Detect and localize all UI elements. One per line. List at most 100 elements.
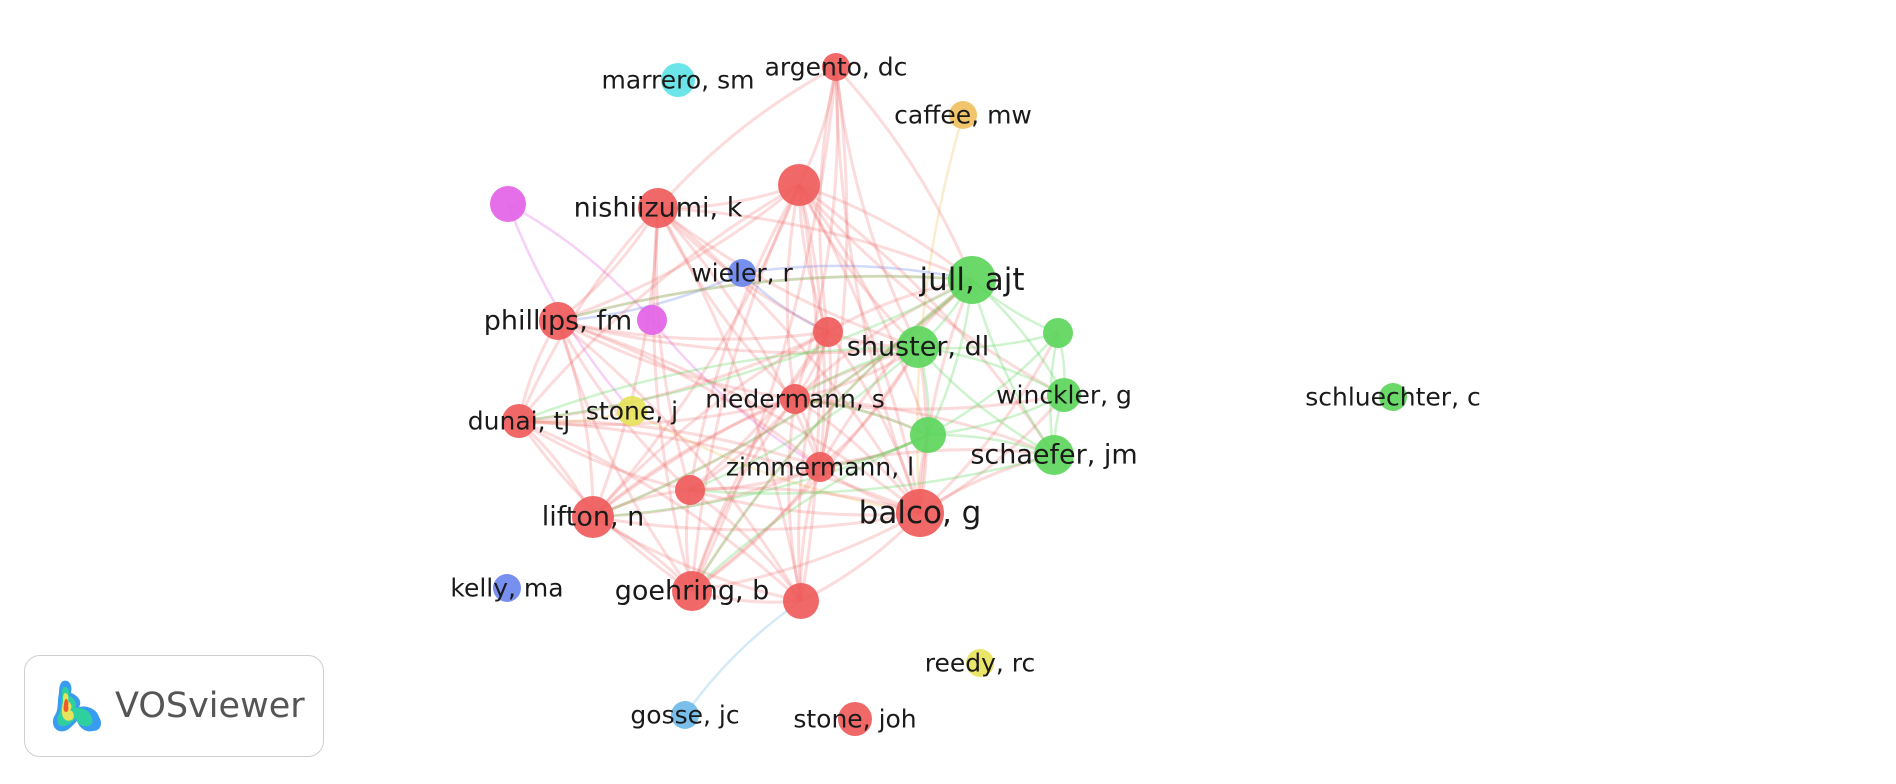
node-balco[interactable]: [896, 489, 944, 537]
link-caffee-balco: [915, 114, 965, 514]
node-label-zimmermann[interactable]: zimmermann, l: [726, 453, 914, 482]
link-argento-unl_red_mid: [818, 66, 838, 333]
node-unl_red_low[interactable]: [675, 475, 705, 505]
link-wieler-jull: [741, 264, 973, 282]
node-caffee[interactable]: [949, 101, 977, 129]
link-jull-phillips: [557, 274, 973, 323]
node-label-shuster[interactable]: shuster, dl: [847, 332, 989, 363]
link-unl_red_top-shuster: [797, 184, 920, 349]
link-argento-balco: [834, 66, 922, 514]
link-zimmermann-unl_red_mid: [818, 331, 833, 468]
link-dunai-unl_red_mid: [518, 330, 829, 423]
link-phillips-unl_red_mid: [557, 319, 829, 341]
link-unl_green_mid-lifton: [592, 433, 929, 519]
link-balco-unl_red_low: [689, 486, 921, 515]
node-label-goehring[interactable]: goehring, b: [615, 576, 770, 607]
node-lifton[interactable]: [572, 496, 614, 538]
link-balco-unl_green_right: [918, 332, 1060, 515]
node-gosse[interactable]: [671, 701, 699, 729]
link-niedermann-jull: [793, 278, 973, 401]
link-nishiizumi-lifton: [591, 207, 660, 518]
node-stone_j[interactable]: [617, 396, 647, 426]
link-nishiizumi-niedermann: [656, 207, 797, 401]
node-label-kelly[interactable]: kelly, ma: [450, 574, 563, 603]
link-balco-unl_red_mid: [826, 331, 922, 514]
node-label-jull[interactable]: jull, ajt: [919, 262, 1025, 298]
node-marrero[interactable]: [661, 63, 695, 97]
node-phillips[interactable]: [539, 302, 577, 340]
node-zimmermann[interactable]: [805, 452, 835, 482]
node-label-wieler[interactable]: wieler, r: [691, 259, 793, 288]
node-label-winckler[interactable]: winckler, g: [996, 381, 1132, 410]
link-phillips-zimmermann: [557, 319, 821, 469]
node-jull[interactable]: [948, 256, 996, 304]
link-lifton-niedermann: [592, 397, 796, 519]
node-label-stone_joh[interactable]: stone, joh: [793, 705, 916, 734]
node-unl_red_top[interactable]: [778, 164, 820, 206]
link-goehring-balco: [691, 511, 921, 593]
node-unl_red_mid[interactable]: [813, 317, 843, 347]
link-unl_red_low-balco: [689, 488, 921, 517]
node-label-nishiizumi[interactable]: nishiizumi, k: [574, 193, 743, 224]
node-reedy[interactable]: [966, 649, 994, 677]
node-label-schaefer[interactable]: schaefer, jm: [970, 440, 1137, 471]
node-unl_green_mid[interactable]: [910, 417, 946, 453]
node-label-stone_j[interactable]: stone, j: [586, 397, 678, 426]
link-zimmermann-jull: [818, 278, 973, 468]
link-argento-zimmermann: [818, 66, 849, 468]
node-label-marrero[interactable]: marrero, sm: [602, 66, 755, 95]
node-label-phillips[interactable]: phillips, fm: [484, 306, 632, 337]
node-goehring[interactable]: [672, 571, 712, 611]
node-unl_magenta_mid[interactable]: [637, 305, 667, 335]
node-stone_joh[interactable]: [838, 702, 872, 736]
link-unl_red_top-jull: [798, 183, 973, 282]
link-phillips-balco: [557, 319, 921, 515]
node-nishiizumi[interactable]: [638, 188, 678, 228]
node-unl_red_bottom[interactable]: [783, 583, 819, 619]
node-label-reedy[interactable]: reedy, rc: [925, 649, 1036, 678]
link-niedermann-unl_red_low: [689, 398, 797, 492]
node-schaefer[interactable]: [1034, 435, 1074, 475]
link-goehring-jull: [690, 278, 973, 592]
node-winckler[interactable]: [1047, 378, 1081, 412]
link-phillips-unl_red_bottom: [557, 319, 803, 602]
link-goehring-zimmermann: [691, 466, 822, 593]
link-unl_red_top-unl_red_bottom: [797, 184, 821, 602]
link-dunai-zimmermann: [518, 419, 821, 469]
vosviewer-logo-icon: [52, 680, 101, 732]
node-argento[interactable]: [822, 53, 850, 81]
node-label-gosse[interactable]: gosse, jc: [630, 701, 739, 730]
node-schluechter[interactable]: [1379, 383, 1407, 411]
node-label-schluechter[interactable]: schluechter, c: [1305, 383, 1480, 412]
link-dunai-balco: [518, 419, 921, 515]
node-niedermann[interactable]: [780, 384, 810, 414]
link-unl_red_mid-unl_red_bottom: [797, 331, 830, 602]
link-phillips-shuster: [557, 319, 919, 355]
node-label-caffee[interactable]: caffee, mw: [894, 101, 1032, 130]
node-wieler[interactable]: [728, 259, 756, 287]
node-label-argento[interactable]: argento, dc: [765, 53, 908, 82]
node-label-dunai[interactable]: dunai, tj: [468, 407, 570, 436]
node-label-balco[interactable]: balco, g: [859, 495, 982, 531]
node-label-lifton[interactable]: lifton, n: [542, 502, 645, 533]
node-shuster[interactable]: [897, 326, 939, 368]
link-nishiizumi-zimmermann: [656, 206, 822, 468]
link-nishiizumi-dunai: [517, 206, 660, 422]
node-label-niedermann[interactable]: niedermann, s: [705, 385, 885, 414]
link-nishiizumi-jull: [657, 206, 973, 282]
link-unl_red_top-winckler: [797, 184, 1065, 397]
link-unl_magenta_mid-zimmermann: [651, 319, 821, 469]
link-unl_red_top-schaefer: [798, 183, 1056, 456]
link-jull-lifton: [592, 279, 973, 519]
link-lifton-unl_red_bottom: [592, 515, 802, 603]
node-dunai[interactable]: [502, 404, 536, 438]
link-goehring-niedermann: [690, 398, 797, 592]
node-unl_green_right[interactable]: [1043, 318, 1073, 348]
node-kelly[interactable]: [493, 574, 521, 602]
link-argento-nishiizumi: [656, 65, 837, 209]
link-nishiizumi-balco: [657, 206, 922, 514]
node-unl_magenta_top[interactable]: [490, 186, 526, 222]
link-argento-niedermann: [793, 66, 839, 400]
link-argento-shuster: [834, 66, 920, 348]
